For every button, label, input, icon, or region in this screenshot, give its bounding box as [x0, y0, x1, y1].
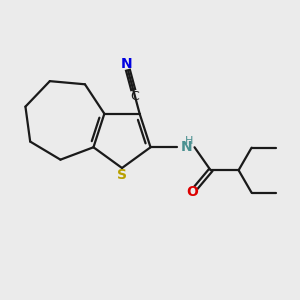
Text: S: S	[117, 168, 127, 182]
Text: C: C	[130, 90, 139, 103]
Text: N: N	[181, 140, 192, 154]
Text: O: O	[187, 185, 199, 199]
Text: H: H	[185, 136, 194, 146]
Text: N: N	[121, 58, 132, 71]
